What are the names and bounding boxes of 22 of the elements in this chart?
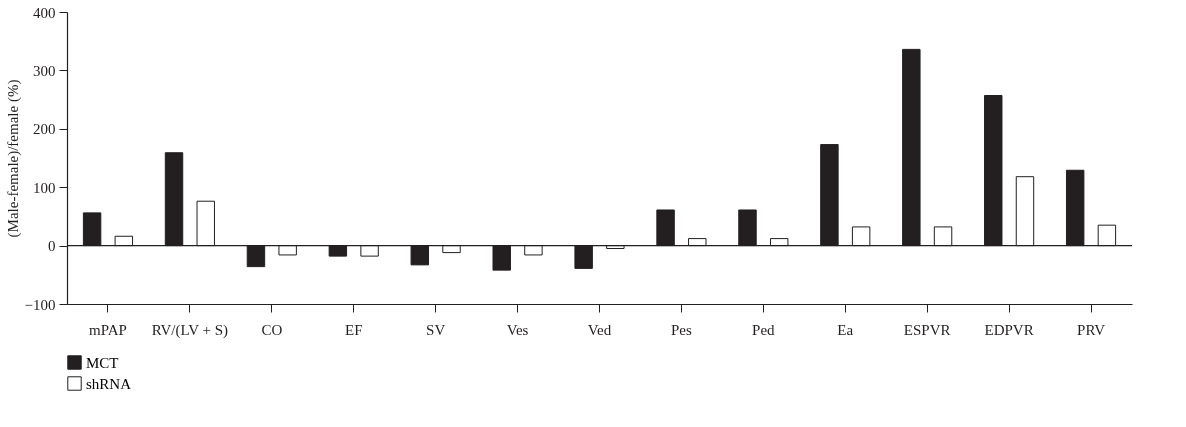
x-tick-label: CO (261, 321, 283, 338)
x-tick-label: mPAP (89, 321, 127, 338)
x-tick-label: Ea (837, 321, 854, 338)
x-tick-label: EDPVR (984, 321, 1034, 338)
legend-label: shRNA (86, 375, 132, 392)
x-tick-label: Ves (506, 321, 529, 338)
x-tick-label: ESPVR (903, 321, 951, 338)
y-tick-label: 100 (33, 179, 56, 196)
y-tick-label: 0 (48, 238, 56, 255)
x-tick-label: Ved (587, 321, 612, 338)
y-tick-label: −100 (24, 296, 56, 313)
x-tick-label: Pes (671, 321, 692, 338)
y-tick-label: 300 (33, 62, 56, 79)
y-axis-title: (Male-female)/female (%) (4, 79, 22, 238)
x-tick-label: SV (426, 321, 446, 338)
y-tick-label: 200 (33, 121, 56, 138)
y-tick-label: 400 (33, 4, 56, 21)
x-tick-label: RV/(LV + S) (151, 321, 229, 339)
legend-label: MCT (86, 354, 119, 371)
x-tick-label: PRV (1077, 321, 1106, 338)
x-tick-label: Ped (752, 321, 776, 338)
x-tick-label: EF (344, 321, 363, 338)
